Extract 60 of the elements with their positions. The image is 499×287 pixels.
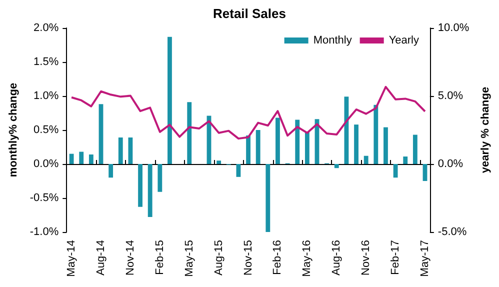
y2-tick-label: 0.0% — [438, 158, 464, 170]
y-tick-label: 0.5% — [34, 124, 59, 136]
bar — [246, 135, 250, 164]
y-tick-label: 0.0% — [34, 158, 59, 170]
bar — [118, 137, 123, 164]
bar — [138, 164, 142, 207]
x-tick-label: May-14 — [66, 240, 78, 277]
x-tick-label: Feb-15 — [154, 240, 166, 275]
bar — [334, 164, 339, 168]
bar — [158, 164, 162, 192]
y-tick-label: 2.0% — [34, 22, 59, 34]
bar — [354, 124, 358, 164]
bar — [384, 127, 388, 164]
bar — [236, 164, 241, 177]
x-tick-label: Aug-16 — [330, 240, 343, 276]
bar — [148, 164, 152, 218]
bar — [108, 164, 114, 178]
bar — [187, 102, 192, 164]
x-tick-label: May-15 — [183, 240, 196, 277]
x-tick-label: Aug-14 — [95, 240, 107, 276]
bar — [295, 120, 300, 164]
x-tick-label: Nov-15 — [242, 240, 254, 276]
y-tick-label: 1.0% — [34, 90, 59, 102]
bar — [344, 96, 349, 164]
bar — [98, 104, 104, 164]
bar — [393, 164, 398, 178]
bar — [276, 118, 280, 164]
x-tick-label: May-17 — [419, 240, 431, 277]
y2-tick-label: 5.0% — [438, 90, 464, 102]
y2-tick-label: 10.0% — [438, 22, 470, 34]
bar — [256, 130, 260, 164]
y-tick-label: -1.0% — [30, 226, 59, 238]
legend-label: Monthly — [313, 34, 352, 46]
x-tick-label: Aug-15 — [212, 240, 225, 276]
y-tick-label: 1.5% — [34, 56, 59, 68]
bar — [364, 156, 368, 164]
x-tick-label: Feb-16 — [272, 240, 284, 275]
bar — [304, 132, 310, 164]
y2-axis-title: yearly % change — [480, 86, 492, 174]
x-tick-label: Feb-17 — [390, 240, 402, 275]
bar — [168, 36, 172, 164]
bar — [422, 164, 428, 181]
y-tick-label: -0.5% — [30, 192, 59, 204]
bar — [403, 156, 408, 164]
bar — [374, 104, 378, 164]
bar — [412, 134, 418, 164]
line-series — [70, 86, 426, 140]
legend-label: Yearly — [388, 34, 420, 46]
chart-title: Retail Sales — [213, 6, 286, 21]
x-tick-label: May-16 — [301, 240, 314, 277]
y-axis-title: monthly% change — [8, 82, 20, 178]
bar — [128, 137, 133, 164]
x-tick-label: Nov-16 — [360, 240, 372, 276]
y2-tick-label: -5.0% — [438, 226, 467, 238]
bar — [266, 164, 270, 232]
bar — [88, 154, 94, 164]
x-tick-label: Nov-14 — [124, 240, 136, 276]
bar — [216, 160, 222, 164]
bar — [79, 152, 84, 164]
bar — [69, 154, 74, 164]
